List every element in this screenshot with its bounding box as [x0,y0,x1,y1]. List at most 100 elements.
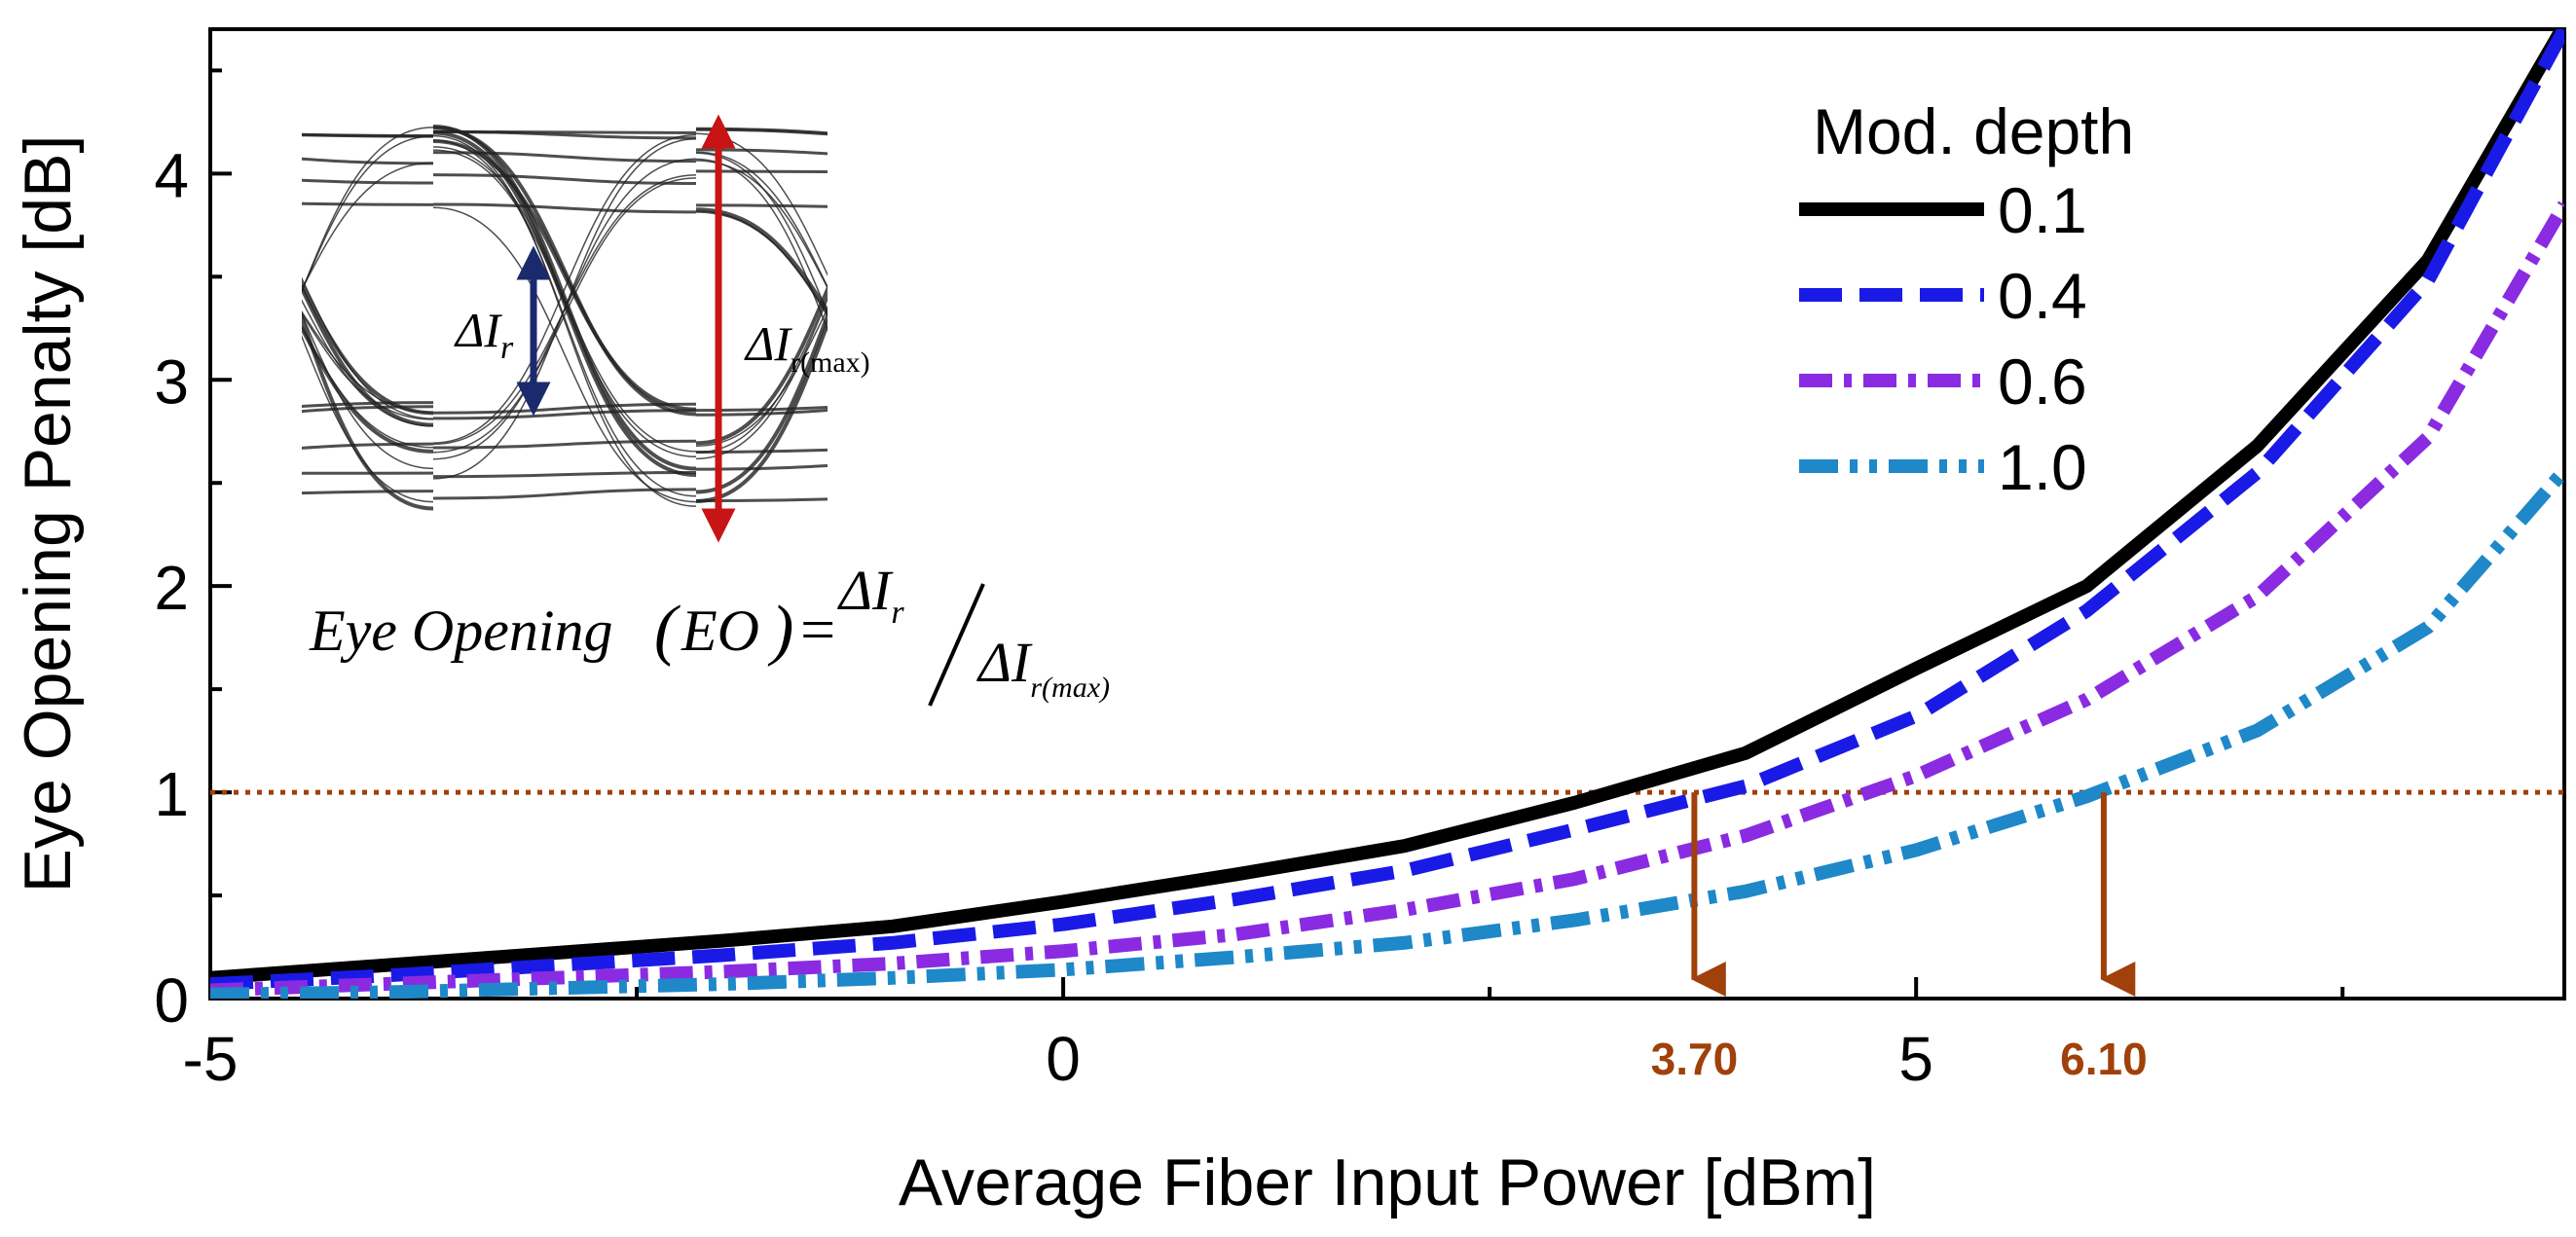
formula-denominator: ΔIr(max) [976,631,1110,704]
eye-trace [1222,201,1485,445]
eye-trace [959,187,1222,473]
series-line-1.0 [210,465,2564,999]
eye-trace [1222,211,1485,455]
eye-trace [1222,140,1485,471]
eye-trace [432,177,697,454]
y-tick-label: 3 [154,346,189,417]
delta-ir-max-label: ΔIr(max) [744,316,870,379]
formula-paren-close: ) [767,593,793,668]
eye-trace [302,405,434,414]
eye-trace [302,201,434,206]
eye-trace [302,442,434,450]
eye-trace [432,151,697,164]
eye-trace [302,157,434,165]
eye-trace [959,407,1222,416]
eye-trace [1222,132,1485,134]
formula-numerator: ΔIr [837,559,904,631]
eye-trace [432,133,697,444]
eye-trace [1222,152,1485,155]
eye-trace [432,409,697,420]
eye-trace [432,174,697,446]
eye-trace [959,461,1222,470]
eye-trace [695,169,828,174]
eye-trace [1222,162,1485,418]
eye-trace [959,207,1222,499]
eye-trace [959,152,1222,505]
x-tick-label: 5 [1898,1024,1933,1094]
x-axis-label: Average Fiber Input Power [dBm] [899,1146,1876,1219]
eye-trace [1222,132,1485,415]
eye-trace [1222,471,1485,472]
eye-trace [959,176,1222,179]
eye-trace [1222,171,1485,175]
eye-trace [302,490,434,495]
eye-trace [1222,146,1485,455]
eye-diagram-inset [302,125,1485,511]
eye-trace [959,179,1222,477]
eye-trace [432,402,697,415]
series-group [210,29,2564,999]
eye-trace [959,129,1222,459]
eye-trace [1222,443,1485,449]
eye-trace [695,294,828,454]
eye-trace [1222,402,1485,411]
eye-trace [695,160,828,290]
eye-trace [695,127,828,136]
legend-label-0.6: 0.6 [1998,346,2087,418]
eye-trace [1222,135,1485,453]
eye-trace [959,212,1222,454]
eye-trace [302,283,434,427]
eye-trace [959,445,1222,446]
eye-trace [695,203,828,208]
eye-trace [695,497,828,503]
x-tick-label: -5 [183,1024,239,1094]
eye-trace [695,132,828,276]
eye-trace [695,309,828,494]
eye-trace [695,409,828,417]
eye-trace [959,408,1222,411]
eye-trace [1222,213,1485,495]
plot-frame [208,27,2566,1001]
eye-trace [959,202,1222,423]
series-line-0.4 [210,29,2564,992]
eye-trace [695,297,828,460]
legend-label-1.0: 1.0 [1998,431,2087,503]
eye-trace [1222,131,1485,453]
eye-trace [432,139,697,497]
y-tick-label: 2 [154,553,189,623]
formula-paren-open: ( [654,593,681,668]
eye-trace [695,284,828,446]
y-tick-label: 1 [154,759,189,829]
eye-trace [695,318,828,503]
eye-trace [959,182,1222,445]
eye-trace [1222,130,1485,132]
eye-trace [695,158,828,332]
x-tick-label: 0 [1046,1024,1081,1094]
eye-opening-formula: Eye Opening ( EO ) = ΔIr ΔIr(max) [309,559,1110,707]
eye-trace [302,132,434,138]
eye-trace [959,134,1222,140]
eye-trace [302,311,434,511]
annotations: 3.70 6.10 [1651,792,2148,1084]
eye-trace [695,463,828,471]
eye-trace [302,178,434,185]
formula-lhs: Eye Opening [309,599,613,663]
eye-trace [695,151,828,289]
eye-trace [432,134,697,507]
eye-trace [1222,134,1485,492]
eye-trace [959,146,1222,152]
eye-trace [959,150,1222,477]
legend-title: Mod. depth [1813,95,2134,167]
eye-trace [695,207,828,314]
eye-trace [302,279,434,416]
eye-trace [1222,160,1485,454]
series-line-0.1 [210,29,2564,985]
legend-label-0.4: 0.4 [1998,260,2087,332]
eye-trace [959,205,1222,413]
eye-trace [1222,152,1485,500]
eye-trace [302,401,434,408]
eye-trace [1222,162,1485,482]
eye-trace [432,126,697,417]
